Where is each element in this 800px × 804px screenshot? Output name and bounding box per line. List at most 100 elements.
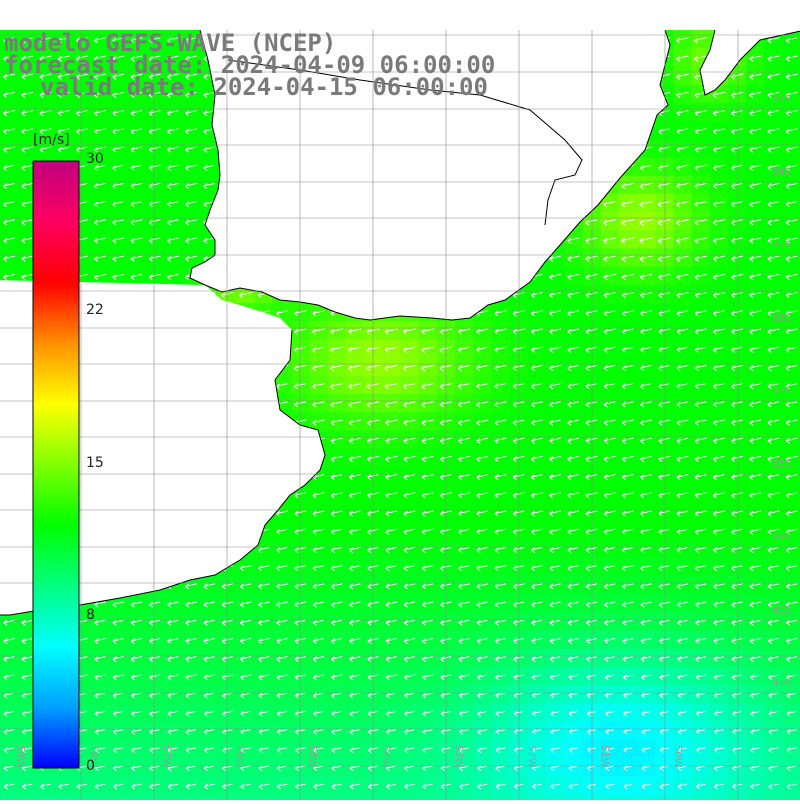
wind-arrow [149,729,161,735]
wind-arrow [731,292,743,299]
wind-arrow [585,328,598,335]
wind-arrow [549,546,561,553]
wind-arrow [422,637,434,644]
wind-arrow [749,110,762,117]
wind-arrow [549,310,561,317]
wind-arrow [677,656,688,662]
coastline-brazil [699,29,800,96]
wind-arrow [676,55,689,62]
wind-arrow [349,656,361,663]
wind-arrow [749,656,761,663]
wind-arrow [94,747,106,753]
wind-arrow [749,619,761,626]
wind-arrow [402,364,417,372]
wind-arrow [167,637,179,644]
wind-arrow [94,91,106,98]
wind-arrow [585,437,598,444]
wind-arrow [349,783,361,790]
wind-cell [54,794,74,804]
wind-arrow [712,110,725,117]
wind-arrow [786,747,797,753]
wind-arrow [494,310,507,317]
wind-arrow [767,546,780,553]
wind-arrow [567,565,580,572]
wind-arrow [276,729,288,735]
wind-arrow [585,546,598,553]
wind-arrow [622,565,634,572]
wind-arrow [495,674,506,681]
wind-arrow [530,510,543,517]
wind-arrow [785,455,798,462]
wind-arrow [58,783,69,790]
wind-arrow [385,637,397,644]
wind-arrow [258,783,270,790]
wind-arrow [312,528,325,535]
wind-arrow [348,419,362,426]
wind-arrow [112,729,124,735]
wind-arrow [768,656,779,663]
wind-arrow [422,710,433,717]
wind-arrow [676,310,689,317]
wind-arrow [677,783,688,790]
wind-arrow [622,601,634,608]
wind-arrow [658,273,671,280]
wind-arrow [694,292,707,299]
wind-arrow [421,437,434,444]
wind-cell [728,794,747,804]
wind-arrow [785,492,798,499]
wind-arrow [749,601,761,608]
wind-arrow [585,219,598,226]
wind-arrow [532,783,542,790]
wind-arrow [348,401,362,408]
wind-arrow [385,437,398,444]
wind-arrow [658,474,671,481]
wind-cell [782,794,800,804]
wind-arrow [166,55,179,62]
wind-arrow [712,310,725,317]
wind-arrow [3,37,15,44]
wind-arrow [402,328,416,335]
wind-arrow [713,656,725,662]
wind-arrow [731,383,743,390]
lat-label: 37S [772,386,791,397]
wind-arrow [731,419,743,426]
wind-arrow [785,528,798,535]
wind-cell [72,794,92,804]
wind-arrow [713,565,725,572]
wind-arrow [166,237,179,244]
wind-arrow [731,565,743,572]
wind-arrow [694,201,707,208]
colorbar-tick-15: 15 [86,455,104,471]
wind-arrow [585,565,598,572]
wind-arrow [567,310,580,317]
wind-arrow [130,110,143,117]
wind-arrow [623,783,633,790]
colorbar-tick-8: 8 [86,607,95,623]
wind-arrow [586,674,597,681]
wind-arrow [695,710,706,717]
wind-arrow [21,201,34,208]
wind-arrow [112,692,124,699]
wind-arrow [148,619,161,626]
wind-arrow [785,128,798,135]
wind-arrow [21,237,34,244]
wind-arrow [130,273,143,280]
wind-arrow [458,474,470,481]
wind-arrow [785,364,798,371]
wind-arrow [603,437,616,444]
wind-arrow [605,710,615,717]
wind-arrow [621,219,635,226]
wind-arrow [586,692,597,699]
wind-arrow [676,328,689,335]
wind-arrow [421,364,435,372]
wind-arrow [276,783,288,790]
wind-arrow [712,492,725,499]
wind-arrow [639,219,653,226]
wind-arrow [712,201,725,208]
wind-arrow [530,401,543,408]
wind-arrow [404,783,415,790]
wind-arrow [767,437,780,444]
wind-arrow [422,692,434,699]
wind-arrow [694,110,707,117]
wind-arrow [167,619,179,626]
